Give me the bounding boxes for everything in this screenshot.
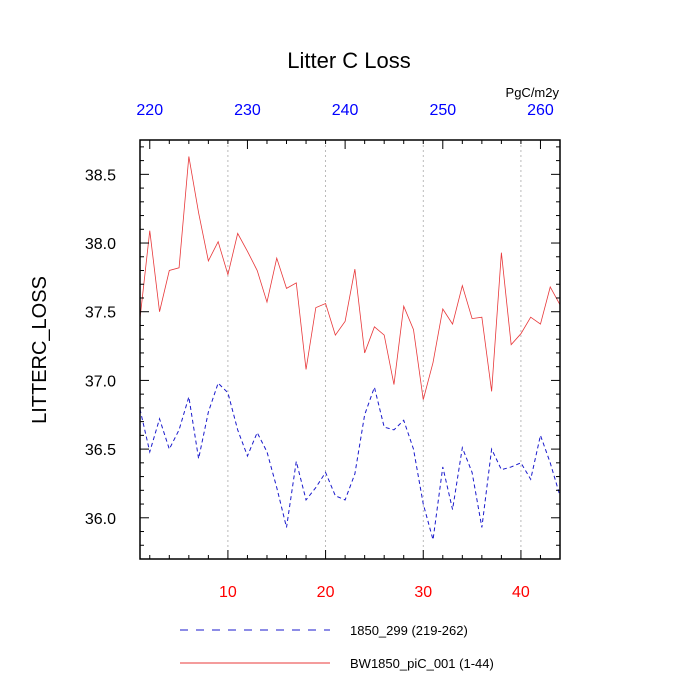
y-tick-label: 36.0 <box>85 511 116 528</box>
top-tick-label-220: 220 <box>136 102 163 119</box>
series-lines <box>139 156 561 540</box>
series-line-1 <box>139 156 561 400</box>
y-tick-label: 37.5 <box>85 305 116 322</box>
grid-lines <box>227 140 522 559</box>
axis-ticks: 10 20 30 40 220 230 240 250 260 36.0 36.5 37.0 37.5 3… <box>85 102 561 601</box>
units-label: PgC/m2y <box>506 85 560 100</box>
series-line-2 <box>139 382 561 540</box>
top-tick-label-230: 230 <box>234 102 261 119</box>
legend: 1850_299 (219-262) BW1850_piC_001 (1-44) <box>180 623 494 671</box>
y-tick-label: 36.5 <box>85 442 116 459</box>
x-tick-label-10: 10 <box>219 584 237 601</box>
legend-label-1: BW1850_piC_001 (1-44) <box>350 656 494 671</box>
y-axis-label: LITTERC_LOSS <box>29 276 51 424</box>
x-tick-label-30: 30 <box>414 584 432 601</box>
x-tick-label-40: 40 <box>512 584 530 601</box>
plot-frame <box>139 139 561 560</box>
legend-label-2: 1850_299 (219-262) <box>350 623 468 638</box>
y-tick-label: 37.0 <box>85 373 116 390</box>
y-tick-label: 38.0 <box>85 236 116 253</box>
x-tick-label-20: 20 <box>317 584 335 601</box>
top-tick-label-240: 240 <box>332 102 359 119</box>
top-tick-label-260: 260 <box>527 102 554 119</box>
top-tick-label-250: 250 <box>429 102 456 119</box>
chart-title: Litter C Loss <box>287 48 411 73</box>
y-tick-label: 38.5 <box>85 167 116 184</box>
